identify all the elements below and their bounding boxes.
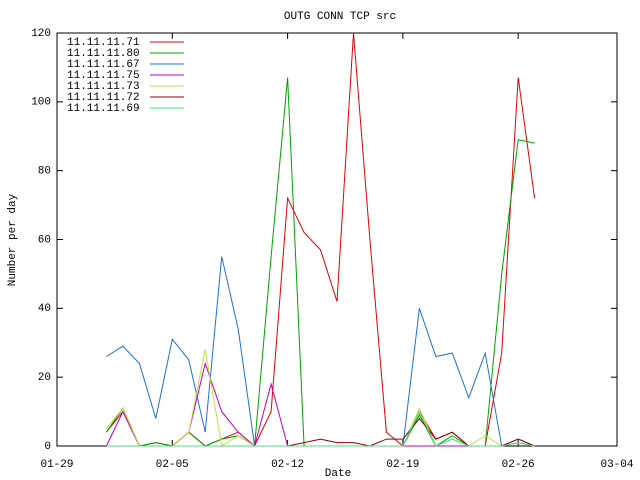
y-tick-label: 60 [38, 234, 51, 246]
series-line [106, 410, 535, 447]
y-tick-label: 0 [44, 441, 51, 453]
legend-label: 11.11.11.73 [67, 81, 140, 93]
y-axis-label: Number per day [7, 193, 19, 286]
y-tick-label: 20 [38, 372, 51, 384]
legend-label: 11.11.11.72 [67, 92, 140, 104]
legend-label: 11.11.11.69 [67, 103, 140, 115]
x-axis-label: Date [325, 468, 351, 480]
x-tick-label: 02-26 [502, 459, 535, 471]
x-tick-label: 01-29 [40, 459, 73, 471]
legend-label: 11.11.11.71 [67, 37, 140, 49]
legend-label: 11.11.11.67 [67, 59, 140, 71]
x-tick-label: 02-19 [386, 459, 419, 471]
y-tick-label: 120 [31, 28, 51, 40]
x-tick-label: 03-04 [600, 459, 633, 471]
x-tick-label: 02-05 [156, 459, 189, 471]
y-tick-label: 100 [31, 97, 51, 109]
y-tick-label: 40 [38, 303, 51, 315]
legend-label: 11.11.11.75 [67, 70, 140, 82]
y-tick-label: 80 [38, 166, 51, 178]
chart-title: OUTG CONN TCP src [284, 11, 396, 23]
legend-label: 11.11.11.80 [67, 48, 140, 60]
x-tick-label: 02-12 [271, 459, 304, 471]
